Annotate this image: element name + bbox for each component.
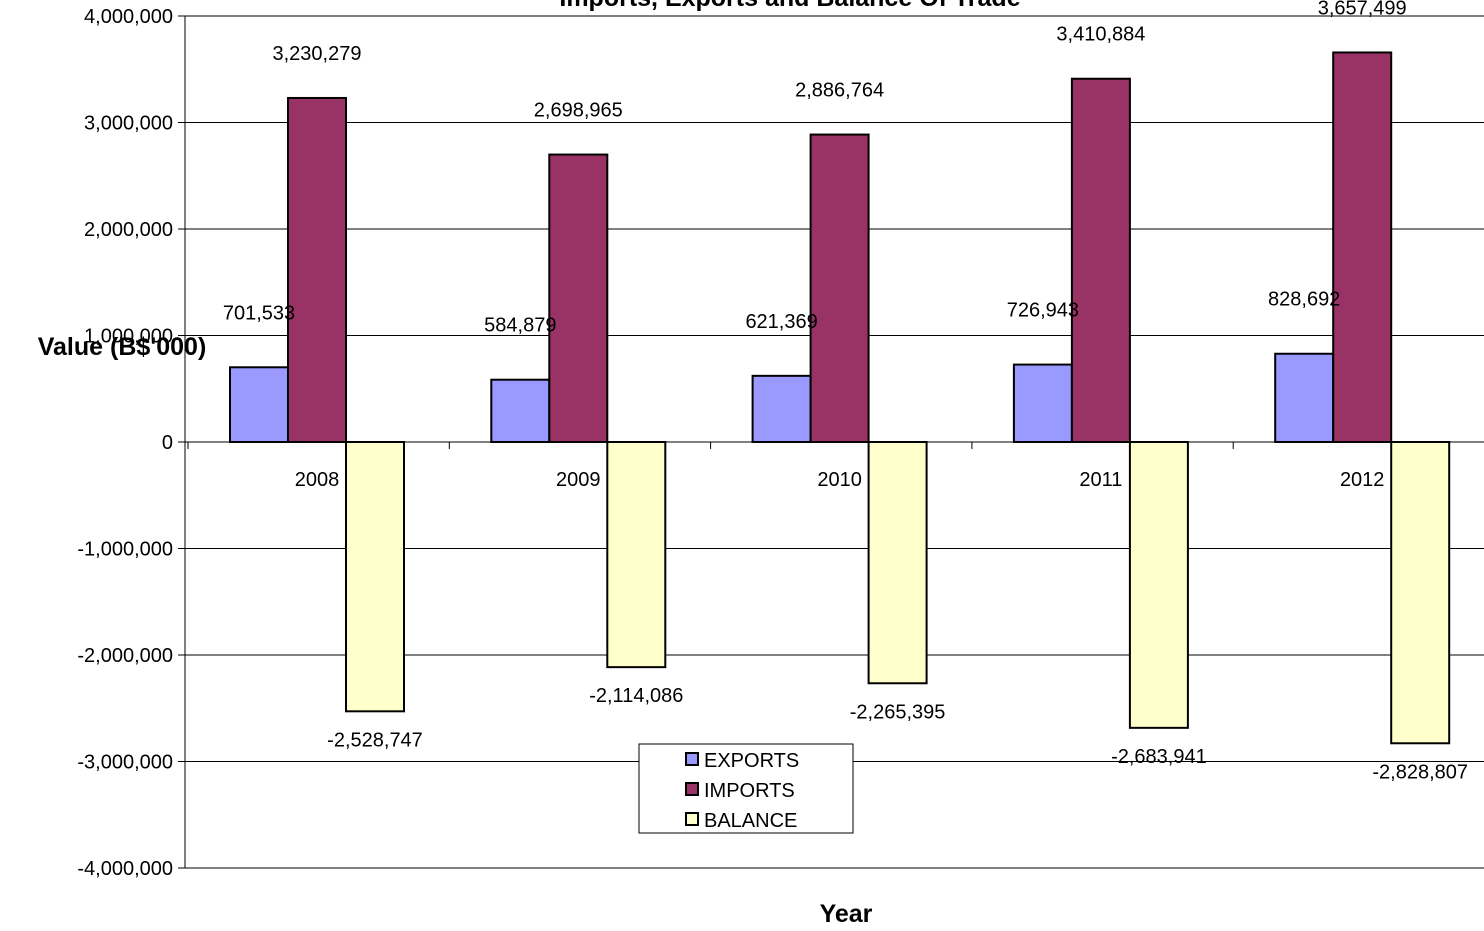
legend: EXPORTS IMPORTS BALANCE [638, 743, 854, 834]
legend-swatch-exports [685, 752, 699, 766]
x-tick-label: 2009 [556, 469, 601, 491]
y-tick-label: 3,000,000 [84, 113, 173, 135]
data-label-imports: 2,886,764 [795, 80, 884, 102]
bar-balance-2012 [1390, 441, 1451, 745]
data-label-balance: -2,265,395 [850, 701, 946, 723]
y-tick-label: 4,000,000 [84, 6, 173, 28]
bar-exports-2009 [490, 378, 551, 443]
y-tick-label: 0 [162, 432, 173, 454]
bar-exports-2011 [1012, 363, 1073, 443]
x-tick-label: 2012 [1340, 469, 1385, 491]
data-label-balance: -2,828,807 [1372, 761, 1468, 783]
y-tick-label: 1,000,000 [84, 326, 173, 348]
legend-label-balance: BALANCE [704, 810, 797, 832]
legend-swatch-imports [685, 782, 699, 796]
data-label-balance: -2,114,086 [589, 685, 683, 707]
data-label-balance: -2,528,747 [327, 729, 423, 751]
bar-imports-2011 [1070, 77, 1131, 444]
y-tick-label: -4,000,000 [77, 858, 173, 880]
axes: 4,000,000 3,000,000 2,000,000 1,000,000 0 -1,… [77, 6, 1484, 880]
legend-box [638, 743, 854, 834]
data-label-imports: 3,657,499 [1318, 0, 1407, 19]
data-label-exports: 726,943 [1007, 300, 1079, 322]
data-label-exports: 584,879 [484, 315, 556, 337]
data-label-imports: 3,410,884 [1056, 24, 1145, 46]
y-axis-title: Value (B$'000) [38, 333, 207, 361]
data-label-imports: 3,230,279 [273, 43, 362, 65]
data-labels: 2008 2009 2010 2011 2012 701,533 3,230,279 -2,5… [223, 0, 1468, 783]
y-tick-label: -1,000,000 [77, 539, 173, 561]
bar-balance-2009 [606, 441, 667, 669]
bar-imports-2012 [1332, 51, 1393, 444]
y-tick-label: 2,000,000 [84, 219, 173, 241]
legend-label-exports: EXPORTS [704, 750, 799, 772]
data-label-exports: 828,692 [1268, 289, 1340, 311]
bar-exports-2012 [1274, 352, 1335, 443]
data-label-imports: 2,698,965 [534, 100, 623, 122]
data-label-balance: -2,683,941 [1111, 746, 1207, 768]
bar-balance-2011 [1128, 441, 1189, 729]
x-tick-label: 2011 [1079, 469, 1122, 491]
data-label-exports: 701,533 [223, 302, 295, 324]
x-tick-label: 2010 [817, 469, 862, 491]
bar-balance-2010 [867, 441, 928, 685]
legend-label-imports: IMPORTS [704, 780, 795, 802]
bars [229, 51, 1451, 745]
bar-imports-2010 [809, 133, 870, 443]
bar-exports-2008 [229, 366, 289, 444]
y-tick-label: -2,000,000 [77, 645, 173, 667]
data-label-exports: 621,369 [745, 311, 817, 333]
bar-imports-2008 [287, 96, 347, 444]
bar-imports-2009 [548, 153, 609, 443]
x-tick-label: 2008 [295, 469, 340, 491]
legend-swatch-balance [685, 812, 699, 826]
y-tick-label: -3,000,000 [77, 752, 173, 774]
chart-title: Imports, Exports and Balance Of Trade [559, 0, 1020, 12]
bar-exports-2010 [751, 374, 812, 443]
bar-balance-2008 [345, 441, 405, 713]
x-axis-title: Year [820, 900, 873, 928]
